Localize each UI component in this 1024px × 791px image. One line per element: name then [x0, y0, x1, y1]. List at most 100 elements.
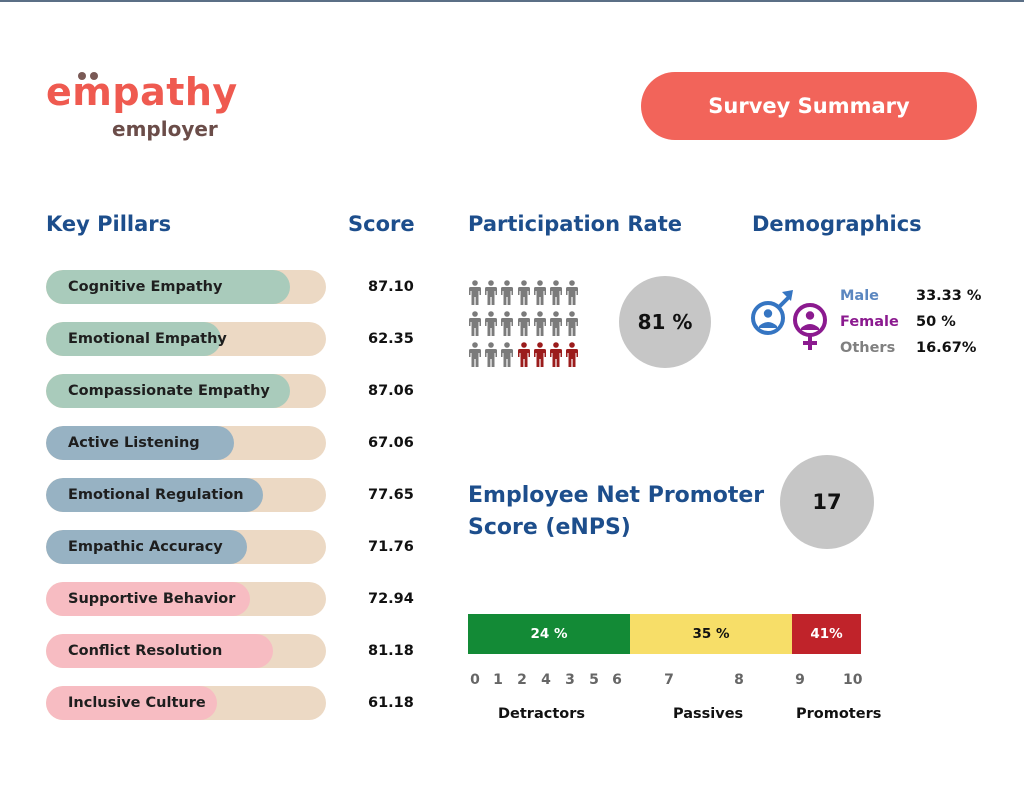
enps-tick: 1 — [493, 672, 503, 688]
person-icon — [566, 280, 579, 305]
enps-tick: 0 — [470, 672, 480, 688]
enps-heading: Employee Net Promoter Score (eNPS) — [468, 483, 765, 540]
pillar-label: Emotional Regulation — [68, 487, 244, 503]
survey-summary-button[interactable]: Survey Summary — [641, 72, 977, 140]
person-icon — [501, 342, 514, 367]
person-icon — [469, 342, 481, 367]
person-icon — [566, 342, 579, 367]
demo-label-female: Female — [840, 314, 899, 330]
pillar-row: Cognitive Empathy 87.10 — [46, 270, 426, 304]
pillar-score: 72.94 — [368, 591, 414, 607]
pillar-label: Cognitive Empathy — [68, 279, 223, 295]
pillar-row: Inclusive Culture 61.18 — [46, 686, 426, 720]
person-icon — [485, 311, 498, 336]
passives-segment: 35 % — [630, 614, 792, 654]
demo-label-male: Male — [840, 288, 880, 304]
person-icon — [469, 280, 481, 305]
promoters-segment: 41% — [792, 614, 861, 654]
pillar-track — [46, 270, 326, 304]
enps-category-detractors: Detractors — [498, 706, 586, 722]
brand-subtitle: employer — [112, 117, 218, 141]
pillar-fill — [46, 530, 247, 564]
detractors-segment: 24 % — [468, 614, 630, 654]
pillar-track — [46, 374, 326, 408]
participation-people-icons — [468, 280, 588, 370]
pillar-row: Supportive Behavior 72.94 — [46, 582, 426, 616]
pillar-row: Empathic Accuracy 71.76 — [46, 530, 426, 564]
pillar-track — [46, 686, 326, 720]
pillar-score: 77.65 — [368, 487, 414, 503]
pillar-score: 61.18 — [368, 695, 414, 711]
demographics-heading: Demographics — [752, 212, 922, 236]
brand-word: empathy — [46, 70, 238, 114]
person-icon — [517, 311, 530, 336]
top-divider — [0, 0, 1024, 2]
person-icon — [501, 311, 514, 336]
pillar-label: Inclusive Culture — [68, 695, 206, 711]
person-icon — [501, 280, 514, 305]
demo-label-others: Others — [840, 340, 896, 356]
enps-tick: 5 — [589, 672, 599, 688]
pillar-track — [46, 530, 326, 564]
pillar-fill — [46, 426, 234, 460]
pillar-fill — [46, 374, 290, 408]
pillar-score: 81.18 — [368, 643, 414, 659]
key-pillars-heading: Key Pillars — [46, 212, 172, 236]
person-icon — [550, 280, 562, 305]
gender-icons — [750, 286, 836, 352]
enps-score-circle: 17 — [780, 455, 874, 549]
pillar-score: 87.06 — [368, 383, 414, 399]
pillar-label: Emotional Empathy — [68, 331, 227, 347]
enps-tick: 4 — [541, 672, 551, 688]
pillar-fill — [46, 322, 221, 356]
pillar-fill — [46, 478, 264, 512]
pillar-score: 87.10 — [368, 279, 414, 295]
person-icon — [485, 280, 498, 305]
person-icon — [533, 342, 546, 367]
enps-tick: 9 — [795, 672, 805, 688]
pillar-fill — [46, 270, 290, 304]
pillar-track — [46, 322, 326, 356]
enps-tick: 8 — [734, 672, 744, 688]
pillar-track — [46, 426, 326, 460]
pillar-track — [46, 634, 326, 668]
pillar-fill — [46, 686, 218, 720]
enps-bar: 24 % 35 % 41% — [468, 614, 861, 654]
demo-value-others: 16.67% — [916, 340, 977, 356]
enps-tick: 3 — [565, 672, 575, 688]
enps-category-passives: Passives — [673, 706, 744, 722]
pillar-row: Emotional Empathy 62.35 — [46, 322, 426, 356]
pillar-score: 67.06 — [368, 435, 414, 451]
person-icon — [485, 342, 498, 367]
gender-symbols-icon — [751, 290, 827, 350]
pillar-label: Supportive Behavior — [68, 591, 236, 607]
participation-heading: Participation Rate — [468, 212, 682, 236]
score-heading: Score — [348, 212, 415, 236]
pillar-track — [46, 582, 326, 616]
pillar-row: Emotional Regulation 77.65 — [46, 478, 426, 512]
person-icon — [469, 311, 481, 336]
enps-tick: 6 — [612, 672, 622, 688]
person-icon — [517, 280, 530, 305]
enps-tick: 10 — [843, 672, 863, 688]
logo-dots-icon — [78, 72, 100, 82]
pillar-fill — [46, 582, 251, 616]
demo-value-female: 50 % — [916, 314, 956, 330]
pillar-score: 62.35 — [368, 331, 414, 347]
pillar-score: 71.76 — [368, 539, 414, 555]
enps-category-promoters: Promoters — [796, 706, 882, 722]
person-icon — [517, 342, 530, 367]
enps-tick: 2 — [517, 672, 527, 688]
demo-value-male: 33.33 % — [916, 288, 982, 304]
pillar-label: Empathic Accuracy — [68, 539, 223, 555]
pillar-label: Compassionate Empathy — [68, 383, 270, 399]
enps-tick: 7 — [664, 672, 674, 688]
person-icon — [566, 311, 579, 336]
person-icon — [533, 311, 546, 336]
pillar-label: Active Listening — [68, 435, 200, 451]
pillar-track — [46, 478, 326, 512]
pillar-fill — [46, 634, 274, 668]
pillar-row: Compassionate Empathy 87.06 — [46, 374, 426, 408]
person-icon — [550, 342, 562, 367]
person-icon — [550, 311, 562, 336]
